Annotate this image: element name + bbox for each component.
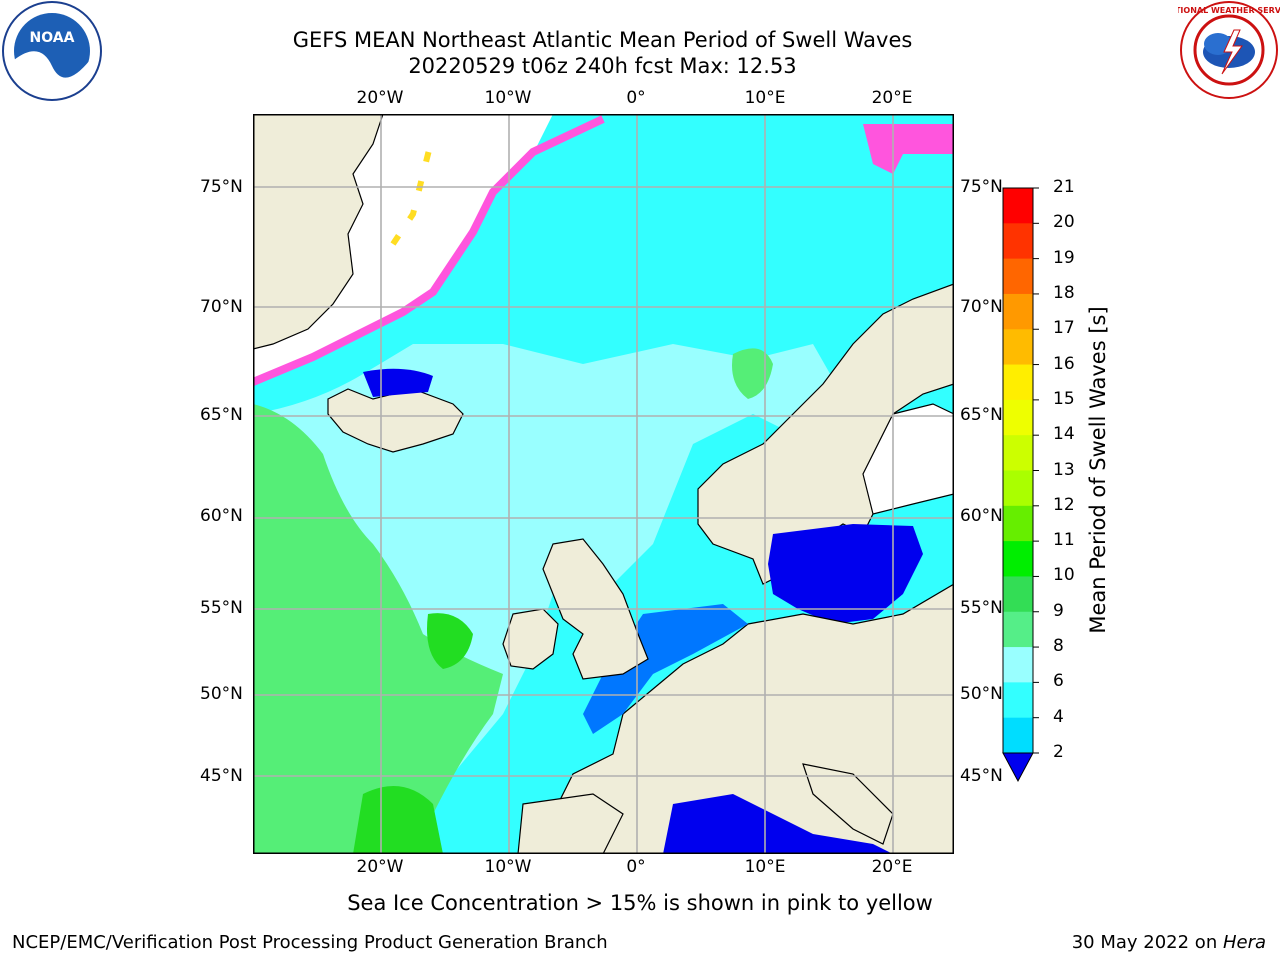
- lat-label-left-45n: 45°N: [200, 766, 243, 786]
- lon-label-top-20e: 20°E: [871, 88, 913, 108]
- colorbar-segment: [1003, 399, 1033, 436]
- chart-subtitle: 20220529 t06z 240h fcst Max: 12.53: [408, 54, 797, 78]
- colorbar-segment: [1003, 611, 1033, 648]
- ice-edge-yellow: [390, 133, 436, 246]
- colorbar-segment: [1003, 682, 1033, 719]
- noaa-logo-text: NOAA: [30, 30, 75, 46]
- map-panel: [251, 113, 955, 855]
- colorbar-segment: [1003, 541, 1033, 577]
- colorbar-svg: [1002, 187, 1039, 783]
- lon-label-bottom-20w: 20°W: [356, 857, 404, 877]
- lon-label-bottom-10e: 10°E: [744, 857, 786, 877]
- nws-logo-text: NATIONAL WEATHER SERVICE: [1178, 6, 1280, 15]
- ocean-mediterranean: [663, 794, 893, 854]
- ocean-green-patch-mid: [427, 613, 473, 669]
- colorbar-tick-label: 18: [1053, 282, 1075, 303]
- land-ireland: [502, 608, 559, 670]
- land-iceland: [327, 388, 464, 453]
- colorbar-tick-label: 12: [1053, 494, 1075, 515]
- colorbar-tick-label: 19: [1053, 247, 1075, 268]
- footer-date: 30 May 2022 on Hera: [1072, 932, 1266, 953]
- ocean-green-patch-north: [732, 348, 773, 399]
- colorbar-segment: [1003, 470, 1033, 507]
- lat-label-right-75n: 75°N: [960, 177, 1003, 197]
- lat-label-right-50n: 50°N: [960, 684, 1003, 704]
- colorbar-tick-label: 10: [1053, 565, 1075, 586]
- lon-label-top-10e: 10°E: [744, 88, 786, 108]
- colorbar-segment: [1003, 435, 1033, 471]
- ocean-baltic: [768, 524, 923, 624]
- colorbar-segment: [1003, 258, 1033, 295]
- lat-label-right-45n: 45°N: [960, 766, 1003, 786]
- colorbar-segment: [1003, 188, 1033, 224]
- lat-label-left-50n: 50°N: [200, 684, 243, 704]
- colorbar-segment: [1003, 576, 1033, 613]
- colorbar-tick-label: 20: [1053, 212, 1075, 233]
- lon-label-top-20w: 20°W: [356, 88, 404, 108]
- lat-label-right-65n: 65°N: [960, 405, 1003, 425]
- land-iberia: [517, 793, 624, 855]
- colorbar-tick-label: 17: [1053, 318, 1075, 339]
- footer-credit: NCEP/EMC/Verification Post Processing Pr…: [12, 932, 608, 953]
- ice-edge: [251, 115, 605, 386]
- map-frame: [253, 114, 954, 854]
- noaa-logo: NOAA: [0, 0, 104, 102]
- colorbar-extend-arrow: [1002, 752, 1034, 783]
- chart-title: GEFS MEAN Northeast Atlantic Mean Period…: [292, 28, 913, 52]
- footer-host: Hera: [1222, 932, 1266, 953]
- colorbar-tick-label: 4: [1053, 706, 1064, 727]
- colorbar-tick-label: 8: [1053, 636, 1064, 657]
- colorbar-tick-label: 2: [1053, 742, 1064, 762]
- lat-label-right-60n: 60°N: [960, 506, 1003, 526]
- lon-label-top-10w: 10°W: [484, 88, 532, 108]
- lat-label-right-70n: 70°N: [960, 297, 1003, 317]
- colorbar-tick-label: 14: [1053, 424, 1075, 445]
- footer-date-text: 30 May 2022 on: [1071, 932, 1223, 953]
- land-greenland: [252, 113, 384, 350]
- land-finland: [862, 403, 955, 515]
- land-italy: [802, 763, 894, 845]
- sea-ice-note: Sea Ice Concentration > 15% is shown in …: [347, 891, 933, 915]
- lat-label-left-65n: 65°N: [200, 405, 243, 425]
- ocean-coastal-blue: [583, 604, 748, 734]
- colorbar-segment: [1003, 717, 1033, 754]
- colorbar-tick-label: 6: [1053, 671, 1064, 692]
- colorbar-tick-label: 15: [1053, 388, 1075, 409]
- colorbar-segment: [1003, 293, 1033, 330]
- colorbar-segment: [1003, 364, 1033, 401]
- nws-logo: NATIONAL WEATHER SERVICE: [1163, 0, 1280, 100]
- lon-label-top-0: 0°: [626, 88, 646, 108]
- colorbar-tick-label: 16: [1053, 353, 1075, 374]
- colorbar-tick-label: 21: [1053, 177, 1075, 197]
- colorbar-tick-label: 13: [1053, 459, 1075, 480]
- colorbar-tick-label: 11: [1053, 530, 1075, 551]
- map-svg: [251, 113, 955, 855]
- lon-label-bottom-0: 0°: [626, 857, 646, 877]
- graticule: [253, 114, 954, 854]
- lat-label-left-60n: 60°N: [200, 506, 243, 526]
- ocean-green-patch-south: [353, 786, 443, 854]
- ocean-green-region: [253, 404, 503, 854]
- colorbar-tick-label: 9: [1053, 600, 1064, 621]
- lat-label-left-75n: 75°N: [200, 177, 243, 197]
- colorbar: [1000, 186, 1040, 786]
- lon-label-bottom-10w: 10°W: [484, 857, 532, 877]
- colorbar-segment: [1003, 223, 1033, 260]
- lon-label-bottom-20e: 20°E: [871, 857, 913, 877]
- colorbar-segment: [1003, 329, 1033, 366]
- ice-svalbard: [863, 124, 954, 174]
- lat-label-left-70n: 70°N: [200, 297, 243, 317]
- colorbar-label: Mean Period of Swell Waves [s]: [1086, 306, 1110, 634]
- colorbar-segment: [1003, 647, 1033, 683]
- lat-label-right-55n: 55°N: [960, 598, 1003, 618]
- colorbar-segment: [1003, 505, 1033, 542]
- lat-label-left-55n: 55°N: [200, 598, 243, 618]
